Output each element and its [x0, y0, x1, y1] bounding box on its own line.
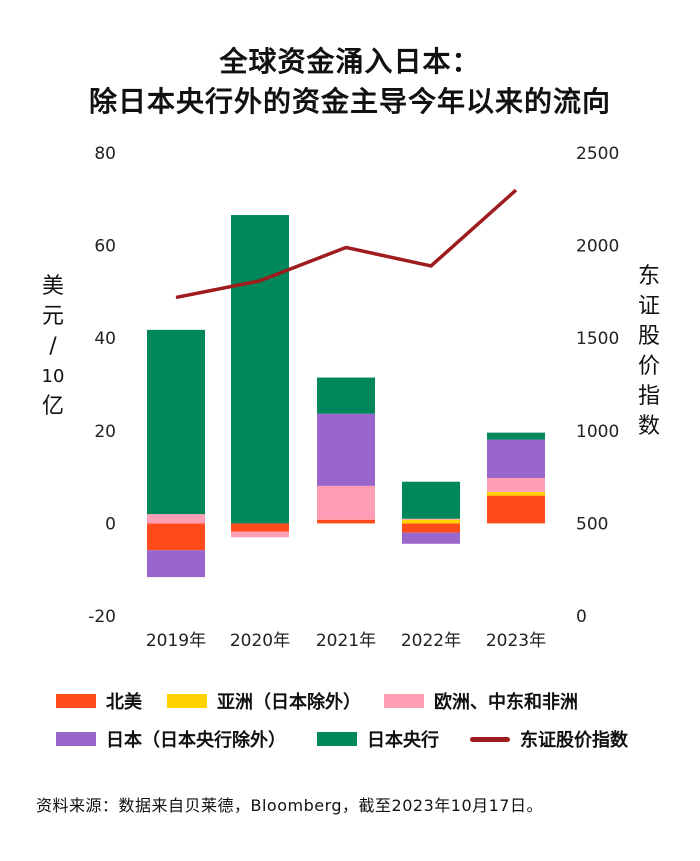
left-tick-label: 20 [94, 422, 116, 442]
legend-swatch [167, 694, 207, 708]
y-right-label-char: 指 [637, 384, 660, 409]
legend-label: 欧洲、中东和非洲 [434, 692, 578, 713]
bar-segment [147, 523, 205, 551]
x-category-label: 2020年 [230, 631, 290, 651]
y-left-label-char: 亿 [41, 394, 64, 419]
bar-segment [402, 523, 460, 533]
bar-segment [147, 550, 205, 578]
legend-item-north-america: 北美 [56, 688, 142, 714]
left-tick-label: -20 [88, 607, 116, 627]
legend-label: 亚洲（日本除外） [217, 692, 361, 713]
right-tick-label: 1000 [576, 422, 619, 442]
right-tick-label: 2000 [576, 237, 619, 257]
source-note: 资料来源：数据来自贝莱德，Bloomberg，截至2023年10月17日。 [36, 796, 543, 815]
legend-item-boj: 日本央行 [317, 726, 439, 752]
y-axis-right-label: 东 证 股 价 指 数 [634, 262, 664, 442]
legend-item-japan: 日本（日本央行除外） [56, 726, 286, 752]
bar-segment [317, 519, 375, 524]
legend-label: 东证股价指数 [520, 730, 628, 751]
left-tick-label: 60 [94, 237, 116, 257]
bar-segment [487, 495, 545, 524]
left-tick-label: 0 [105, 514, 116, 534]
right-axis-ticks: 2500 2000 1500 1000 500 0 [576, 144, 619, 627]
legend-label: 北美 [106, 692, 142, 713]
left-tick-label: 80 [94, 144, 116, 164]
y-right-label-char: 证 [637, 294, 660, 319]
y-right-label-char: 股 [637, 324, 660, 349]
y-left-label-char: 元 [41, 304, 64, 329]
bar-segment [487, 478, 545, 492]
legend-swatch [317, 732, 357, 746]
x-category-label: 2022年 [401, 631, 461, 651]
bar-segment [402, 518, 460, 520]
topix-line [175, 188, 518, 300]
legend-item-topix: 东证股价指数 [470, 726, 628, 752]
chart-title-line-2: 除日本央行外的资金主导今年以来的流向 [88, 85, 611, 118]
y-right-label-char: 价 [637, 354, 660, 379]
legend-swatch [56, 694, 96, 708]
chart-title-line-1: 全球资金涌入日本： [219, 45, 481, 78]
x-category-label: 2019年 [146, 631, 206, 651]
bar-segment [231, 523, 289, 532]
x-category-label: 2023年 [486, 631, 546, 651]
bar-segment [487, 439, 545, 479]
bar-segment [487, 491, 545, 496]
bar-segment [317, 413, 375, 486]
bar-segment [317, 485, 375, 520]
x-category-label: 2021年 [316, 631, 376, 651]
x-axis-categories: 2019年 2020年 2021年 2022年 2023年 [146, 631, 546, 651]
bar-segments [147, 215, 545, 578]
bar-segment [402, 532, 460, 544]
left-tick-label: 40 [94, 329, 116, 349]
bar-segment [231, 215, 289, 524]
legend-swatch [56, 732, 96, 746]
y-left-label-char: 10 [41, 366, 65, 387]
bar-segment [402, 519, 460, 524]
legend-swatch [470, 736, 510, 742]
bar-segment [317, 377, 375, 414]
topix-line-group [175, 188, 518, 300]
y-axis-left-label: 美 元 / 10 亿 [38, 272, 68, 422]
y-right-label-char: 东 [637, 264, 660, 289]
legend-label: 日本（日本央行除外） [106, 730, 286, 751]
y-right-label-char: 数 [637, 414, 660, 439]
right-tick-label: 1500 [576, 329, 619, 349]
right-tick-label: 500 [576, 514, 608, 534]
bar-segment [231, 531, 289, 538]
right-tick-label: 2500 [576, 144, 619, 164]
bar-segment [487, 432, 545, 440]
legend-item-asia: 亚洲（日本除外） [167, 688, 361, 714]
right-tick-label: 0 [576, 607, 587, 627]
legend-swatch [384, 694, 424, 708]
legend-label: 日本央行 [367, 730, 439, 751]
bar-segment [402, 481, 460, 519]
left-axis-ticks: 80 60 40 20 0 -20 [88, 144, 116, 627]
bar-segment [147, 329, 205, 515]
legend-item-emea: 欧洲、中东和非洲 [384, 688, 578, 714]
bar-segment [147, 514, 205, 524]
y-left-label-char: / [49, 334, 57, 359]
y-left-label-char: 美 [41, 274, 64, 299]
